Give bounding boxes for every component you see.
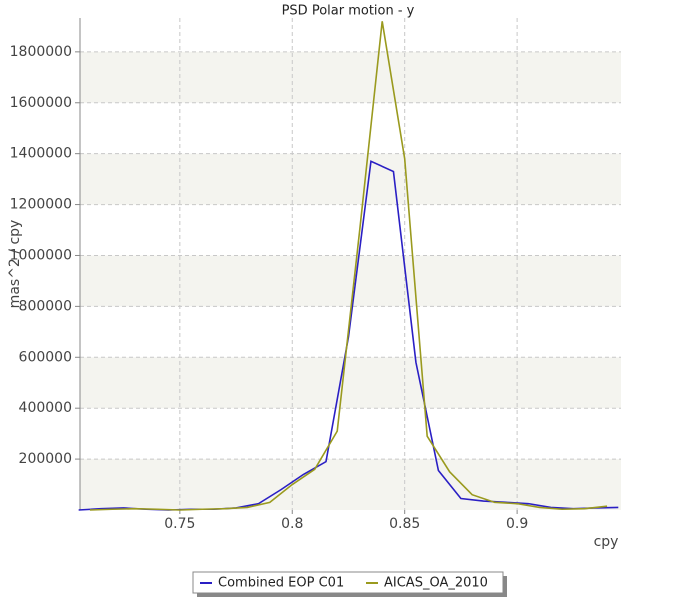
legend-label: Combined EOP C01 — [218, 576, 344, 591]
x-tick-label: 0.8 — [281, 516, 303, 532]
x-tick-label: 0.9 — [506, 516, 528, 532]
chart-title: PSD Polar motion - y — [282, 4, 415, 19]
plot-area — [80, 18, 621, 510]
y-tick-label: 800000 — [19, 298, 72, 314]
legend-box — [192, 571, 504, 594]
y-tick-label: 400000 — [19, 400, 72, 416]
y-tick-label: 600000 — [19, 349, 72, 365]
x-tick-label: 0.85 — [389, 516, 420, 532]
x-axis-label: cpy — [594, 534, 619, 550]
x-tick-label: 0.75 — [164, 516, 195, 532]
y-tick-label: 1400000 — [10, 146, 72, 162]
y-axis-label: mas^2 / cpy — [7, 220, 23, 309]
y-tick-label: 1200000 — [10, 197, 72, 213]
grid-band — [80, 357, 621, 409]
y-tick-label: 1000000 — [10, 247, 72, 263]
legend: Combined EOP C01 AICAS_OA_2010 — [192, 571, 507, 597]
legend-label: AICAS_OA_2010 — [384, 576, 488, 591]
series-line — [89, 21, 608, 511]
y-tick-label: 200000 — [19, 451, 72, 467]
grid-band — [80, 255, 621, 307]
y-tick-label: 1600000 — [10, 95, 72, 111]
grid-band — [80, 459, 621, 510]
grid-band — [80, 153, 621, 205]
grid-band — [80, 51, 621, 103]
y-tick-label: 1800000 — [10, 44, 72, 60]
